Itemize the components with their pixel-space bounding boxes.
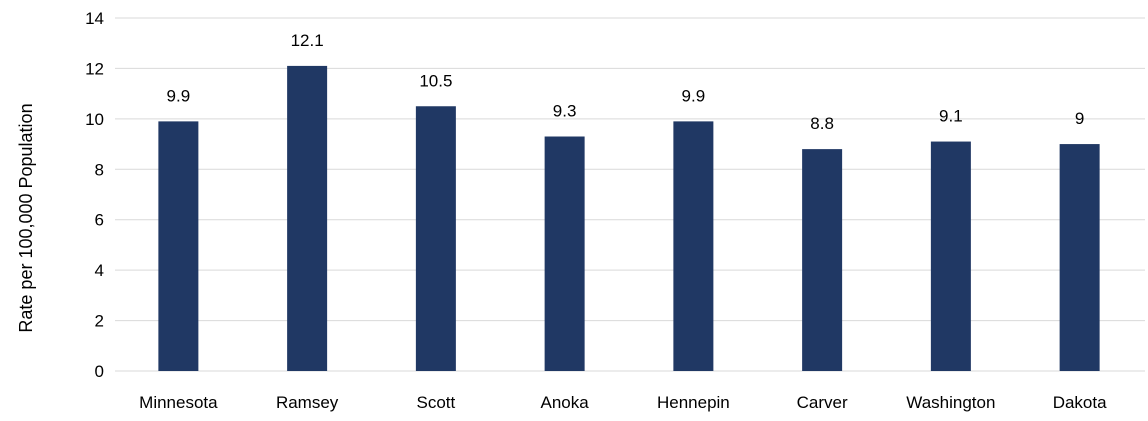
data-label-ramsey: 12.1 xyxy=(291,31,324,50)
x-category-label: Anoka xyxy=(541,393,590,412)
bar-carver xyxy=(802,149,843,371)
x-category-label: Minnesota xyxy=(139,393,218,412)
data-labels: 9.9 12.1 10.5 9.3 9.9 8.8 9.1 9 xyxy=(167,31,1085,133)
bar-ramsey xyxy=(287,65,328,372)
x-category-label: Scott xyxy=(417,393,456,412)
y-tick-label: 12 xyxy=(85,59,104,78)
y-tick-label: 0 xyxy=(95,362,104,381)
gridlines xyxy=(115,17,1145,372)
bar-minnesota xyxy=(158,121,199,371)
bar-hennepin xyxy=(673,121,714,371)
y-axis-ticks: 0 2 4 6 8 10 12 14 xyxy=(85,9,104,381)
bar-scott xyxy=(415,106,456,371)
bar-anoka xyxy=(544,136,585,371)
bar-dakota xyxy=(1059,144,1100,371)
bars xyxy=(158,65,1100,372)
y-tick-label: 10 xyxy=(85,110,104,129)
x-category-label: Hennepin xyxy=(657,393,730,412)
x-category-label: Dakota xyxy=(1053,393,1107,412)
y-tick-label: 6 xyxy=(95,211,104,230)
data-label-scott: 10.5 xyxy=(419,71,452,90)
y-tick-label: 14 xyxy=(85,9,104,28)
data-label-washington: 9.1 xyxy=(939,107,963,126)
data-label-dakota: 9 xyxy=(1075,109,1084,128)
x-category-label: Ramsey xyxy=(276,393,339,412)
x-category-label: Carver xyxy=(797,393,848,412)
y-axis-title: Rate per 100,000 Population xyxy=(16,103,36,332)
data-label-minnesota: 9.9 xyxy=(167,86,191,105)
data-label-hennepin: 9.9 xyxy=(682,86,706,105)
x-category-label: Washington xyxy=(906,393,995,412)
y-tick-label: 4 xyxy=(95,261,104,280)
data-label-carver: 8.8 xyxy=(810,114,834,133)
y-tick-label: 8 xyxy=(95,160,104,179)
data-label-anoka: 9.3 xyxy=(553,102,577,121)
x-axis-categories: Minnesota Ramsey Scott Anoka Hennepin Carver W… xyxy=(139,393,1107,412)
bar-washington xyxy=(930,141,971,371)
y-tick-label: 2 xyxy=(95,312,104,331)
